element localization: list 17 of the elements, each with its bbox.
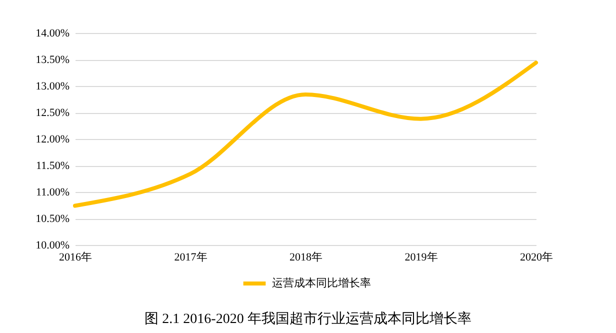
y-tick-label: 11.50% <box>36 160 70 172</box>
x-tick-label: 2016年 <box>59 252 92 264</box>
y-tick-label: 14.00% <box>36 28 70 40</box>
y-tick-label: 13.00% <box>36 80 70 92</box>
legend-label: 运营成本同比增长率 <box>272 276 371 290</box>
y-tick-label: 12.50% <box>36 107 70 119</box>
y-tick-label: 10.50% <box>36 213 70 225</box>
y-tick-label: 12.00% <box>36 134 70 146</box>
y-tick-label: 11.00% <box>36 186 70 198</box>
line-series <box>73 60 538 208</box>
x-tick-label: 2018年 <box>290 252 322 264</box>
caption: 图 2.1 2016-2020 年我国超市行业运营成本同比增长率 <box>144 310 472 328</box>
x-tick-label: 2020年 <box>520 252 553 264</box>
y-tick-label: 10.00% <box>36 240 70 252</box>
y-tick-label: 13.50% <box>36 54 70 66</box>
x-tick-label: 2019年 <box>404 252 438 264</box>
x-tick-label: 2017年 <box>174 252 208 264</box>
